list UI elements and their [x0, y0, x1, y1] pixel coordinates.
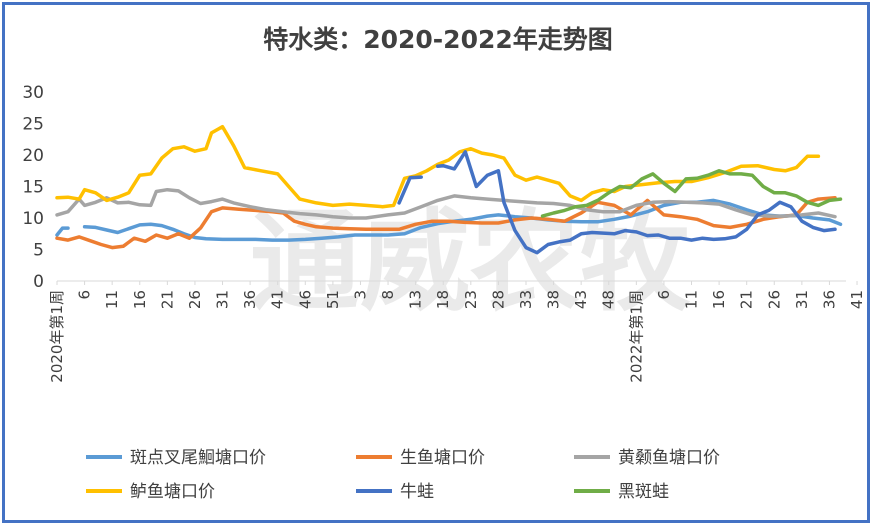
x-tick-label: 51: [324, 290, 342, 309]
x-tick-label: 11: [103, 290, 121, 309]
x-tick-label: 43: [572, 290, 590, 309]
legend-label: 生鱼塘口价: [400, 448, 485, 468]
x-tick-label: 31: [214, 290, 232, 309]
x-tick-label: 26: [186, 290, 204, 309]
x-tick-label: 16: [710, 290, 728, 309]
legend-label: 牛蛙: [400, 482, 434, 502]
x-tick-label: 6: [655, 290, 673, 300]
legend-label: 鲈鱼塘口价: [130, 482, 215, 502]
x-tick-label: 21: [158, 290, 176, 309]
x-tick-label: 41: [848, 290, 866, 309]
x-tick-label: 8: [379, 290, 397, 300]
y-tick-label: 30: [22, 83, 44, 103]
x-tick-label: 36: [241, 290, 259, 309]
series-line: [397, 150, 837, 255]
x-tick-label: 2022年第1周: [627, 290, 645, 383]
x-tick-label: 3: [351, 290, 369, 300]
legend-label: 斑点叉尾鮰塘口价: [130, 448, 266, 468]
x-tick-label: 13: [407, 290, 425, 309]
y-tick-label: 5: [33, 241, 44, 261]
x-tick-label: 23: [462, 290, 480, 309]
y-tick-label: 10: [22, 209, 44, 229]
y-tick-label: 20: [22, 146, 44, 166]
x-tick-label: 2020年第1周: [48, 290, 66, 383]
x-tick-label: 48: [600, 290, 618, 309]
x-tick-label: 36: [820, 290, 838, 309]
chart-frame: [2, 2, 870, 523]
x-tick-label: 33: [517, 290, 535, 309]
series-line: [55, 187, 837, 220]
x-tick-label: 6: [76, 290, 94, 300]
y-tick-label: 15: [22, 178, 44, 198]
series-line: [55, 196, 837, 250]
series-line: [55, 198, 843, 242]
series-line: [540, 169, 843, 218]
x-tick-label: 31: [793, 290, 811, 309]
x-tick-label: 11: [683, 290, 701, 309]
x-tick-label: 38: [545, 290, 563, 309]
legend-label: 黑斑蛙: [618, 482, 669, 502]
x-tick-label: 18: [434, 290, 452, 309]
x-tick-label: 46: [296, 290, 314, 309]
chart-series: [55, 124, 843, 255]
y-tick-label: 0: [33, 272, 44, 292]
y-tick-label: 25: [22, 115, 44, 135]
series-line: [55, 124, 821, 209]
x-tick-label: 21: [738, 290, 756, 309]
x-tick-label: 41: [269, 290, 287, 309]
x-tick-label: 16: [131, 290, 149, 309]
x-tick-label: 28: [489, 290, 507, 309]
legend-label: 黄颡鱼塘口价: [618, 448, 720, 468]
chart-title: 特水类：2020-2022年走势图: [263, 25, 613, 54]
x-tick-label: 26: [765, 290, 783, 309]
